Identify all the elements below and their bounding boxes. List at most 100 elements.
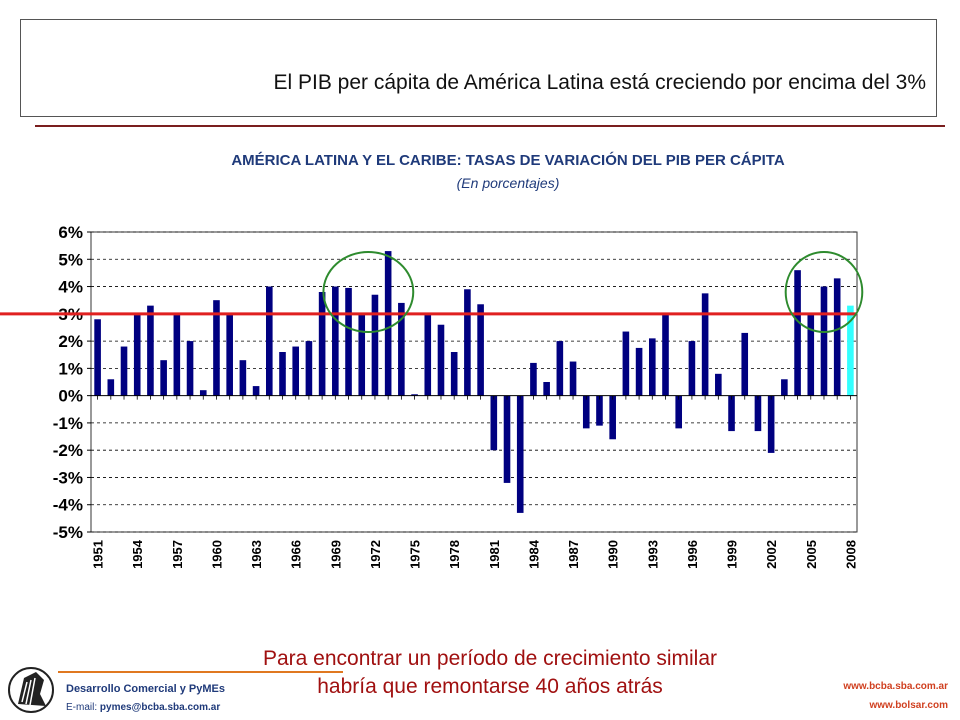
slide-title: El PIB per cápita de América Latina está…: [273, 71, 926, 94]
bar: [741, 332, 749, 396]
chart-title: AMÉRICA LATINA Y EL CARIBE: TASAS DE VAR…: [231, 152, 785, 169]
x-tick-label: 1993: [645, 540, 660, 569]
footer-email-label: E-mail:: [66, 702, 100, 713]
y-tick-label: 5%: [58, 250, 83, 269]
caption-line-1: Para encontrar un período de crecimiento…: [262, 647, 718, 670]
bar: [450, 352, 458, 396]
footer-url-bcba[interactable]: www.bcba.sba.com.ar: [843, 681, 948, 692]
bar: [371, 294, 379, 396]
x-tick-label: 1990: [606, 540, 621, 569]
bar: [199, 390, 207, 396]
bar: [437, 324, 445, 396]
x-tick-label: 1957: [170, 540, 185, 569]
bar: [807, 313, 815, 396]
x-tick-label: 1951: [91, 540, 106, 569]
bar: [464, 289, 471, 396]
x-tick-label: 1996: [685, 540, 700, 569]
bar: [318, 292, 326, 396]
y-tick-label: -5%: [53, 523, 83, 542]
bar: [503, 395, 511, 483]
bar: [160, 360, 167, 396]
bar: [173, 313, 181, 396]
bar: [794, 270, 801, 396]
footer-email-address[interactable]: pymes@bcba.sba.com.ar: [99, 702, 221, 713]
highlight-ellipse: [322, 251, 415, 333]
bar: [411, 394, 418, 396]
title-divider: [35, 125, 945, 127]
x-tick-label: 1978: [447, 540, 462, 569]
x-tick-label: 1966: [289, 540, 304, 569]
bar: [490, 395, 498, 451]
slide-title-box: El PIB per cápita de América Latina está…: [20, 19, 937, 117]
bar: [345, 287, 352, 396]
bar: [662, 313, 669, 396]
bar: [820, 286, 828, 396]
footer-email: E-mail: pymes@bcba.sba.com.ar: [66, 702, 220, 713]
y-tick-label: -2%: [53, 441, 83, 460]
bar: [398, 302, 405, 396]
y-tick-label: 6%: [58, 223, 83, 242]
footer-divider: [58, 671, 343, 673]
bar: [582, 395, 590, 429]
chart-subtitle: (En porcentajes): [456, 175, 560, 191]
slide-caption: Para encontrar un período de crecimiento…: [180, 645, 800, 701]
bar: [477, 304, 484, 396]
x-tick-label: 1969: [328, 540, 343, 569]
footer-department: Desarrollo Comercial y PyMEs: [66, 683, 225, 695]
bar: [147, 305, 154, 396]
x-tick-label: 1960: [209, 540, 224, 569]
bar: [543, 382, 550, 396]
y-tick-label: -4%: [53, 496, 83, 515]
bar: [754, 395, 762, 432]
bar: [648, 338, 656, 396]
bar: [569, 361, 577, 396]
x-tick-label: 1963: [249, 540, 264, 569]
bar: [728, 395, 735, 432]
bar: [596, 395, 603, 426]
bar: [226, 313, 233, 396]
bar-chart: 6%5%4%3%2%1%0%-1%-2%-3%-4%-5%1951 1954 195…: [0, 223, 864, 569]
x-tick-label: 2005: [804, 540, 819, 569]
x-tick-label: 1972: [368, 540, 383, 569]
y-tick-label: 0%: [58, 387, 83, 406]
bar: [332, 286, 339, 396]
bar: [94, 319, 101, 396]
bar: [265, 286, 273, 396]
logo-icon: [8, 667, 54, 713]
highlight-ellipse: [784, 251, 864, 333]
bar: [635, 347, 643, 396]
bar: [279, 352, 286, 396]
bar: [715, 373, 722, 396]
bar: [305, 341, 313, 396]
y-tick-label: 2%: [58, 332, 83, 351]
bar: [239, 360, 247, 396]
x-tick-label: 1981: [487, 540, 502, 569]
bar: [186, 341, 194, 396]
bar: [622, 331, 630, 396]
bar: [688, 341, 696, 396]
bar: [120, 346, 128, 396]
bar: [530, 362, 537, 396]
y-tick-label: 4%: [58, 278, 83, 297]
y-tick-label: -1%: [53, 414, 83, 433]
bar: [358, 313, 366, 396]
x-tick-label: 1987: [566, 540, 581, 569]
bar: [675, 395, 683, 429]
bar: [609, 395, 616, 440]
bar: [516, 395, 524, 513]
bar: [133, 313, 141, 396]
footer-url-bolsar[interactable]: www.bolsar.com: [869, 700, 948, 711]
bar: [213, 300, 220, 396]
bar: [833, 278, 841, 396]
y-tick-label: 1%: [58, 359, 83, 378]
bar: [252, 386, 260, 396]
x-tick-label: 1975: [408, 540, 423, 569]
x-tick-label: 1999: [725, 540, 740, 569]
bar: [701, 293, 709, 396]
x-tick-label: 2008: [843, 540, 858, 569]
y-tick-label: -3%: [53, 468, 83, 487]
bar: [107, 379, 115, 396]
bar: [767, 395, 775, 453]
bar: [847, 305, 854, 396]
bar: [781, 379, 788, 396]
